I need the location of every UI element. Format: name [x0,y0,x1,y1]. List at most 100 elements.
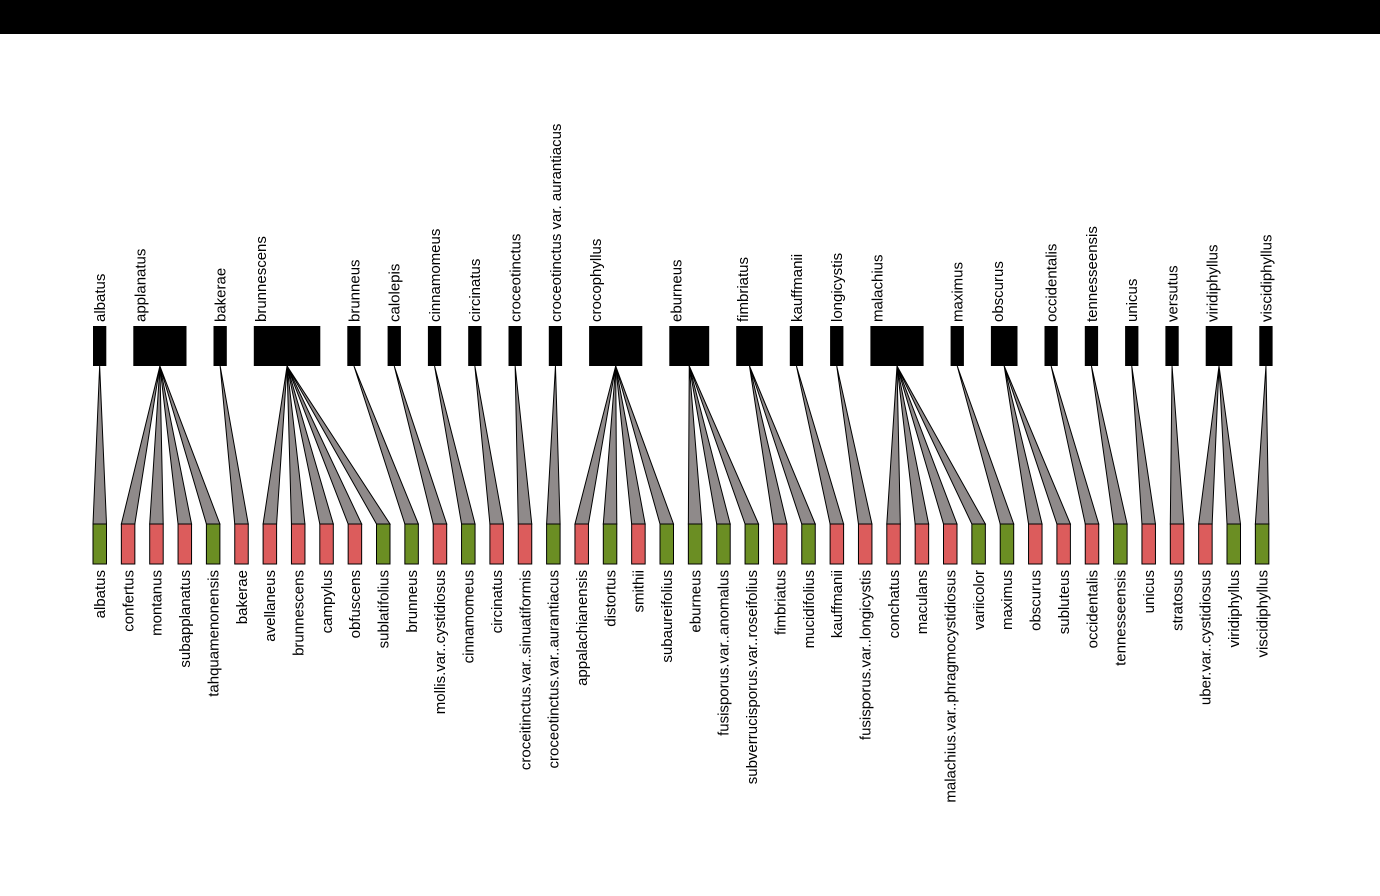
link-tennesseensis-tennesseensis [1090,365,1128,525]
bottom-node-kauffmanii [829,523,845,565]
bottom-node-viridiphyllus [1226,523,1241,565]
top-node-label: croceotinctus [508,234,525,322]
link-viridiphyllus-viridiphyllus [1218,365,1242,525]
top-node-label: brunneus [346,259,363,322]
bottom-node-label: variicolor [971,570,988,630]
bottom-node-uber-var-cystidiosus [1198,523,1213,565]
bottom-node-unicus [1141,523,1156,565]
bottom-node-appalachianensis [574,523,589,565]
bottom-node-malachius-var-phragmocystidiosus [943,523,958,565]
bottom-node-label: maximus [999,570,1016,630]
bottom-node-albatus [92,523,107,565]
bottom-node-label: viridiphyllus [1226,570,1243,648]
bottom-node-label: brunnescens [290,570,307,656]
top-node-cinnamomeus [427,326,442,366]
top-node-label: eburneus [668,259,685,322]
top-node-bakerae [213,326,227,366]
bottom-node-label: unicus [1141,570,1158,613]
bottom-node-label: mollis.var..cystidiosus [432,570,449,714]
bottom-node-label: distortus [602,570,619,627]
top-node-viridiphyllus [1205,326,1233,366]
top-node-croceotinctus-var-aurantiacus [548,326,563,366]
top-node-unicus [1125,326,1139,366]
link-viscidiphyllus-viscidiphyllus [1254,365,1270,525]
bottom-node-maximus [999,523,1015,565]
bottom-node-label: montanus [149,570,166,636]
bottom-node-smithii [631,523,646,565]
bottom-node-circinatus [489,523,504,565]
bottom-node-label: croceotinctus.var..aurantiacus [546,570,563,768]
bottom-node-label: subverrucisporus.var..roseifolius [744,570,761,784]
top-node-label: unicus [1124,279,1141,322]
top-node-label: calolepis [387,264,404,322]
top-labels-layer: albatus applanatus bakerae brunnescens brunn… [92,124,1275,322]
bottom-node-label: viscidiphyllus [1254,570,1271,658]
bottom-node-label: tahquamenonensis [205,570,222,697]
top-node-viscidiphyllus [1259,326,1273,366]
top-bar [0,0,1380,34]
bottom-node-label: uber.var..cystidiosus [1198,570,1215,705]
top-node-label: circinatus [467,259,484,322]
bottom-node-label: kauffmanii [829,570,846,638]
link-obscurus-subluteus [1003,365,1072,525]
top-node-label: crocophyllus [588,239,605,322]
bottom-node-label: appalachianensis [574,570,591,686]
top-node-label: viridiphyllus [1205,244,1222,322]
bottom-node-label: subluteus [1056,570,1073,634]
bottom-node-label: stratosus [1169,570,1186,631]
top-node-malachius [870,326,924,366]
link-unicus-unicus [1131,365,1157,525]
bottom-node-label: smithii [631,570,648,613]
bottom-node-brunneus [404,523,419,565]
bottom-node-label: mucidifolius [801,570,818,648]
bottom-node-label: cinnamomeus [461,570,478,663]
bottom-node-fimbriatus [772,523,788,565]
bottom-node-label: fusisporus.var..longicystis [857,570,874,740]
top-node-croceotinctus [508,326,522,366]
bottom-node-label: albatus [92,570,109,618]
link-brunnescens-avellaneus [262,365,288,525]
top-node-versutus [1165,326,1179,366]
top-node-label: cinnamomeus [427,229,444,322]
bottom-node-label: fimbriatus [772,570,789,635]
top-node-label: croceotinctus var. aurantiacus [548,124,565,322]
bottom-node-label: conchatus [886,570,903,638]
bottom-node-label: bakerae [234,570,251,624]
bottom-node-viscidiphyllus [1254,523,1270,565]
top-node-label: brunnescens [253,236,270,322]
top-node-label: applanatus [132,249,149,322]
bottom-node-confertus [120,523,136,565]
bottom-node-label: eburneus [687,570,704,633]
bottom-node-tennesseensis [1113,523,1128,565]
bottom-node-subapplanatus [177,523,193,565]
bottom-node-mollis-var-cystidiosus [432,523,448,565]
bottom-node-montanus [149,523,164,565]
top-node-applanatus [133,326,187,366]
link-cinnamomeus-cinnamomeus [434,365,476,525]
bottom-node-campylus [319,523,334,565]
top-node-label: fimbriatus [735,257,752,322]
bottom-node-fusisporus-var-anomalus [716,523,731,565]
link-circinatus-circinatus [474,365,504,525]
bottom-node-bakerae [234,523,249,565]
bottom-node-label: obfuscens [347,570,364,638]
top-node-calolepis [387,326,401,366]
bottom-node-label: maculans [914,570,931,634]
bottom-node-label: sublatifolius [376,570,393,648]
bottom-node-croceitinctus-var-sinuatiformis [517,523,533,565]
top-node-label: viscidiphyllus [1258,234,1275,322]
bottom-node-label: croceitinctus.var..sinuatiformis [517,570,534,770]
top-node-longicystis [830,326,844,366]
link-albatus-albatus [92,365,108,525]
bottom-node-label: fusisporus.var..anomalus [716,570,733,736]
top-node-occidentalis [1044,326,1058,366]
bottom-node-label: malachius.var..phragmocystidiosus [943,570,960,803]
link-bakerae-bakerae [219,365,249,525]
top-node-label: versutus [1164,265,1181,322]
bottom-node-label: campylus [319,570,336,633]
bottom-node-label: tennesseensis [1113,570,1130,666]
bottom-node-fusisporus-var-longicystis [857,523,873,565]
link-versutus-stratosus [1169,365,1185,525]
bottom-node-sublatifolius [376,523,391,565]
top-node-kauffmanii [789,326,804,366]
